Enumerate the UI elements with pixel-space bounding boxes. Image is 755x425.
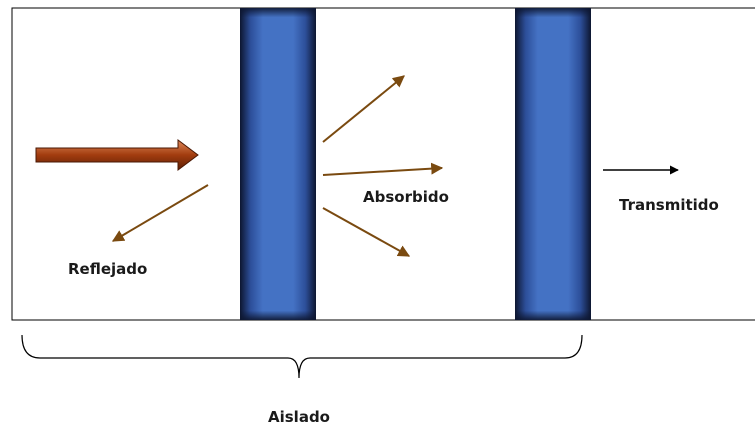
reflected-label: Reflejado: [68, 260, 147, 278]
insulated-brace: [21, 334, 583, 379]
insulating-panel-2: [515, 8, 591, 320]
diagram-frame: [11, 7, 755, 321]
absorbed-arrow-up: [322, 75, 405, 143]
absorbed-label: Absorbido: [363, 188, 449, 206]
insulating-panel-1: [240, 8, 316, 320]
insulated-label: Aislado: [268, 408, 330, 425]
incident-arrow: [35, 139, 199, 171]
reflected-arrow: [111, 184, 209, 242]
absorbed-arrow-middle: [322, 162, 444, 176]
transmitted-label: Transmitido: [619, 196, 719, 214]
absorbed-arrow-down: [322, 207, 411, 257]
